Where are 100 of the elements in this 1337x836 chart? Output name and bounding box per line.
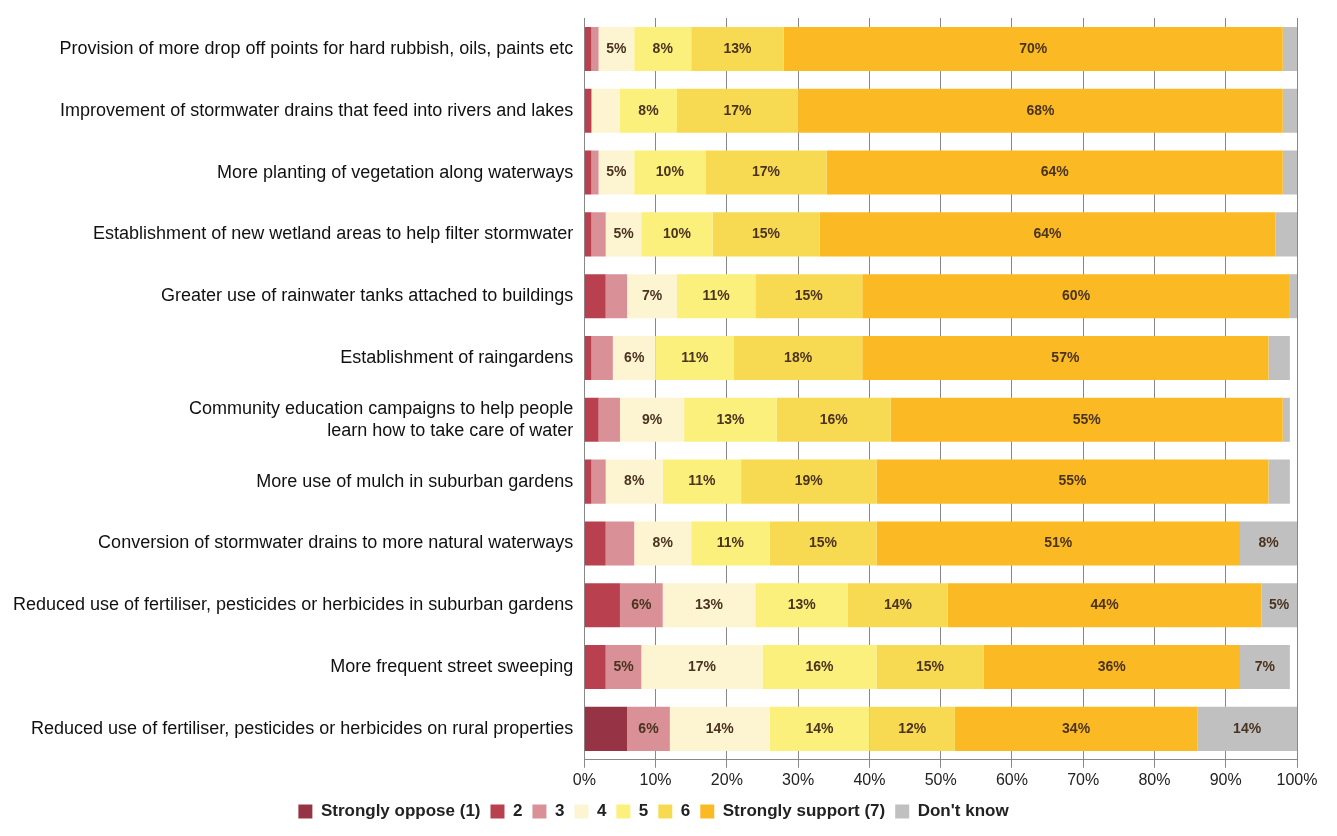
bar <box>584 706 628 751</box>
bar <box>584 521 606 566</box>
x-tick-label: 30% <box>782 770 815 788</box>
bar <box>584 459 592 504</box>
x-tick-label: 60% <box>995 770 1028 788</box>
legend-label: 3 <box>554 801 565 821</box>
bar <box>1289 274 1297 319</box>
data-label: 14% <box>883 596 913 613</box>
x-tick-label: 40% <box>853 770 886 788</box>
bar <box>584 26 592 71</box>
bar <box>1282 26 1297 71</box>
bar <box>655 335 734 381</box>
data-label: 7% <box>1254 657 1276 674</box>
bar <box>669 706 770 751</box>
x-tick-label: 10% <box>639 770 672 788</box>
data-label: 6% <box>624 348 645 365</box>
data-label: 13% <box>695 596 724 613</box>
bar <box>605 274 628 319</box>
data-label: 14% <box>705 719 735 736</box>
bar <box>684 397 777 442</box>
bar <box>591 88 620 133</box>
bar <box>584 583 620 628</box>
y-tick-label: Provision of more drop off points for hard rubbish, oils, paints etc <box>59 37 574 58</box>
bar <box>1239 645 1290 690</box>
y-tick-label: Reduced use of fertiliser, pesticides or herbicides on rural properties <box>31 717 574 738</box>
bar <box>848 583 948 628</box>
bar <box>769 706 870 751</box>
bar <box>954 706 1198 751</box>
data-label: 13% <box>723 39 753 56</box>
bar <box>1268 459 1290 504</box>
bar <box>591 150 599 195</box>
data-label: 18% <box>784 348 813 365</box>
legend-label: 6 <box>680 801 691 821</box>
bar <box>591 212 606 257</box>
bar <box>947 583 1262 628</box>
data-label: 15% <box>809 534 838 551</box>
bar <box>627 706 670 751</box>
legend-label: Strongly oppose (1) <box>320 801 481 821</box>
data-label: 8% <box>624 472 645 489</box>
bar <box>776 397 891 442</box>
bar <box>755 583 849 628</box>
x-tick-label: 20% <box>710 770 743 788</box>
x-tick-label: 70% <box>1067 770 1100 788</box>
data-label: 64% <box>1033 225 1063 242</box>
y-tick-label: Reduced use of fertiliser, pesticides or herbicides in suburban gardens <box>12 594 574 615</box>
data-label: 15% <box>915 657 945 674</box>
y-tick-label: More use of mulch in suburban gardens <box>256 470 574 491</box>
bar <box>591 459 606 504</box>
data-label: 15% <box>794 287 824 304</box>
bar <box>1282 150 1297 195</box>
data-label: 17% <box>752 163 781 180</box>
x-tick-label: 50% <box>924 770 957 788</box>
bar <box>676 274 756 319</box>
bar <box>612 335 656 381</box>
data-label: 60% <box>1062 287 1091 304</box>
bar <box>783 26 1283 71</box>
bar <box>605 521 635 566</box>
bar <box>598 397 620 442</box>
bar <box>641 645 763 690</box>
bar <box>876 521 1240 566</box>
bar <box>634 26 692 71</box>
y-tick-label: Establishment of raingardens <box>340 346 574 367</box>
legend-label: 2 <box>512 801 523 821</box>
bar <box>584 274 606 319</box>
data-label: 5% <box>613 657 635 674</box>
bar <box>634 521 692 566</box>
data-label: 11% <box>702 287 731 304</box>
bar <box>584 212 592 257</box>
data-label: 8% <box>1258 534 1280 551</box>
data-label: 6% <box>631 596 652 613</box>
y-tick-label: More planting of vegetation along waterways <box>217 161 574 182</box>
bar <box>691 26 784 71</box>
data-label: 8% <box>638 101 660 118</box>
data-label: 55% <box>1072 410 1102 427</box>
y-tick-label: Community education campaigns to help people learn how to take care of water <box>189 397 574 440</box>
bar <box>591 26 599 71</box>
y-tick-label: Greater use of rainwater tanks attached to buildings <box>161 285 574 306</box>
bar <box>634 150 706 195</box>
bar <box>705 150 827 195</box>
bar <box>733 335 863 381</box>
bar <box>584 397 599 442</box>
data-label: 57% <box>1051 348 1080 365</box>
data-label: 5% <box>613 225 635 242</box>
data-label: 5% <box>606 39 628 56</box>
bar <box>1268 335 1290 381</box>
data-label: 51% <box>1044 534 1073 551</box>
bar <box>762 645 877 690</box>
bar <box>1239 521 1297 566</box>
bar <box>584 88 592 133</box>
data-label: 19% <box>794 472 824 489</box>
y-tick-label: More frequent street sweeping <box>330 656 574 677</box>
bar <box>890 397 1283 442</box>
bar <box>769 521 877 566</box>
legend-label: 4 <box>596 801 607 821</box>
data-label: 64% <box>1040 163 1070 180</box>
bar <box>591 335 613 381</box>
x-tick-label: 100% <box>1276 770 1318 788</box>
y-tick-label: Conversion of stormwater drains to more natural waterways <box>98 532 574 553</box>
data-label: 10% <box>655 163 685 180</box>
bar <box>741 459 877 504</box>
